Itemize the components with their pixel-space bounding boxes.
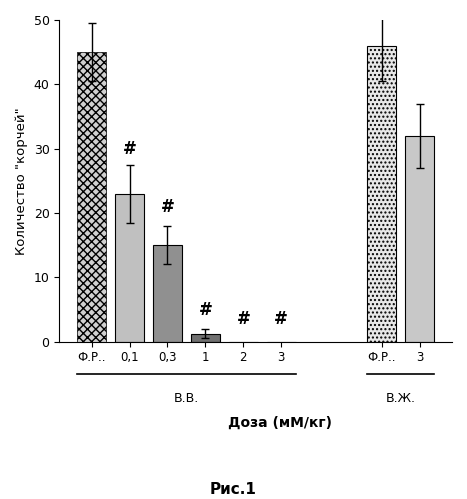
Y-axis label: Количество "корчей": Количество "корчей" bbox=[15, 107, 28, 254]
Text: Рис.1: Рис.1 bbox=[210, 482, 257, 497]
Text: #: # bbox=[123, 140, 136, 158]
Text: #: # bbox=[236, 309, 250, 327]
Text: В.В.: В.В. bbox=[174, 392, 199, 405]
Text: Доза (мМ/кг): Доза (мМ/кг) bbox=[228, 416, 332, 430]
Text: #: # bbox=[274, 309, 288, 327]
Text: #: # bbox=[161, 198, 175, 216]
Text: В.Ж.: В.Ж. bbox=[386, 392, 416, 405]
Bar bbox=[115, 194, 144, 342]
Bar bbox=[153, 245, 182, 342]
Bar bbox=[191, 334, 220, 342]
Text: #: # bbox=[198, 301, 212, 319]
Bar bbox=[77, 52, 106, 342]
Bar bbox=[405, 136, 434, 342]
Bar bbox=[367, 46, 396, 342]
